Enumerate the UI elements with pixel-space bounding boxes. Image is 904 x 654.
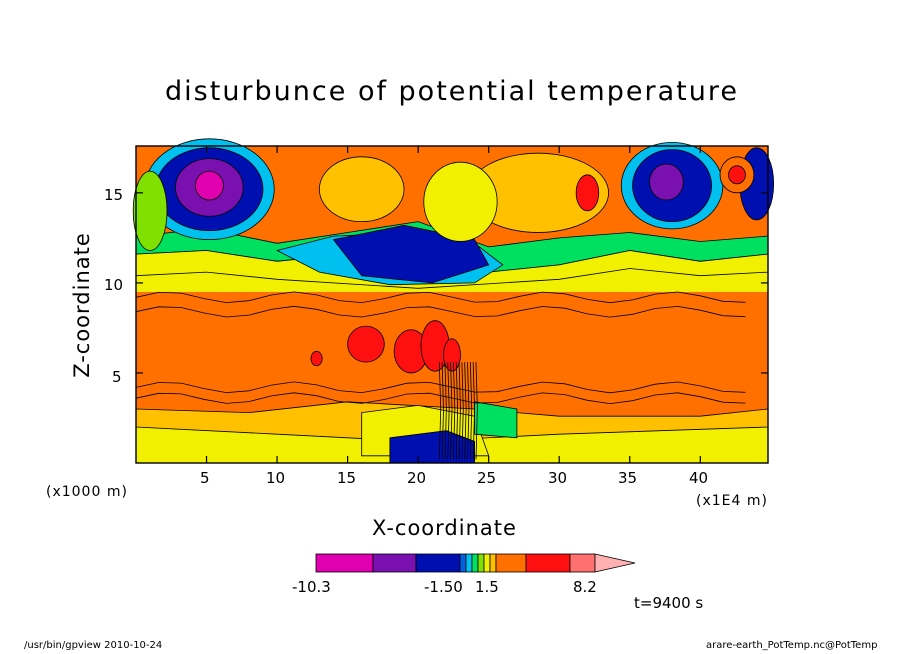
contour-blob <box>132 170 168 251</box>
chart-title: disturbunce of potential temperature <box>165 76 739 107</box>
contour-line <box>444 362 447 460</box>
x-tick-label: 40 <box>689 469 709 487</box>
x-unit-right: (x1E4 m) <box>696 493 768 509</box>
y-tick-label: 10 <box>104 276 124 294</box>
colorbar-segment <box>477 553 485 573</box>
colorbar-segment <box>483 553 491 573</box>
contour-blob <box>318 156 405 223</box>
colorbar-segment <box>459 553 467 573</box>
contour-line <box>438 362 442 460</box>
contour-region <box>474 401 518 439</box>
y-tick-label: 15 <box>104 186 124 204</box>
colorbar-segment <box>495 553 527 573</box>
x-axis-label: X-coordinate <box>372 516 517 540</box>
colorbar-segment <box>465 553 473 573</box>
contour-blob <box>649 163 684 201</box>
x-tick-label: 15 <box>337 469 357 487</box>
contour-line <box>447 362 450 460</box>
contour-line <box>475 362 478 460</box>
contour-blob <box>347 325 385 363</box>
colorbar-segment <box>372 553 417 573</box>
contour-line <box>135 381 746 394</box>
contour-blob <box>423 161 498 242</box>
contour-blob <box>310 350 323 367</box>
x-tick-label: 30 <box>548 469 568 487</box>
colorbar-segment <box>415 553 461 573</box>
contour-blob <box>728 165 746 185</box>
y-axis-label: Z-coordinate <box>70 232 94 378</box>
colorbar-label: 1.5 <box>475 578 499 596</box>
colorbar-label: 8.2 <box>573 578 597 596</box>
contour-line <box>441 362 444 460</box>
contour-line <box>453 362 456 460</box>
y-tick-label: 5 <box>112 368 122 386</box>
plot-frame <box>135 145 769 464</box>
colorbar-segment <box>489 553 497 573</box>
contour-line <box>135 305 746 318</box>
contour-line <box>461 362 464 460</box>
colorbar-label: -10.3 <box>292 578 331 596</box>
contour-blob <box>575 174 600 212</box>
x-tick-label: 20 <box>407 469 427 487</box>
contour-line <box>467 362 470 460</box>
contour-line <box>472 362 475 460</box>
contour-line <box>464 362 467 460</box>
contour-line <box>450 362 453 460</box>
contour-line <box>458 362 461 460</box>
footer-left: /usr/bin/gpview 2010-10-24 <box>24 640 163 651</box>
contour-line <box>135 392 746 405</box>
contour-line <box>135 291 746 304</box>
colorbar-segment <box>525 553 571 573</box>
colorbar-arrow <box>594 553 636 573</box>
x-tick-label: 10 <box>266 469 286 487</box>
colorbar-label: -1.50 <box>424 578 463 596</box>
colorbar-segment <box>569 553 596 573</box>
x-tick-label: 35 <box>618 469 638 487</box>
colorbar-segment <box>471 553 479 573</box>
contour-line <box>469 362 473 460</box>
footer-right: arare-earth_PotTemp.nc@PotTemp <box>706 640 878 651</box>
contour-line <box>455 362 459 460</box>
x-tick-label: 5 <box>200 469 210 487</box>
contour-blob <box>443 338 461 372</box>
x-unit-left: (x1000 m) <box>46 484 128 500</box>
x-tick-label: 25 <box>477 469 497 487</box>
contour-blob <box>194 170 224 201</box>
time-label: t=9400 s <box>634 594 704 612</box>
colorbar-segment <box>315 553 374 573</box>
